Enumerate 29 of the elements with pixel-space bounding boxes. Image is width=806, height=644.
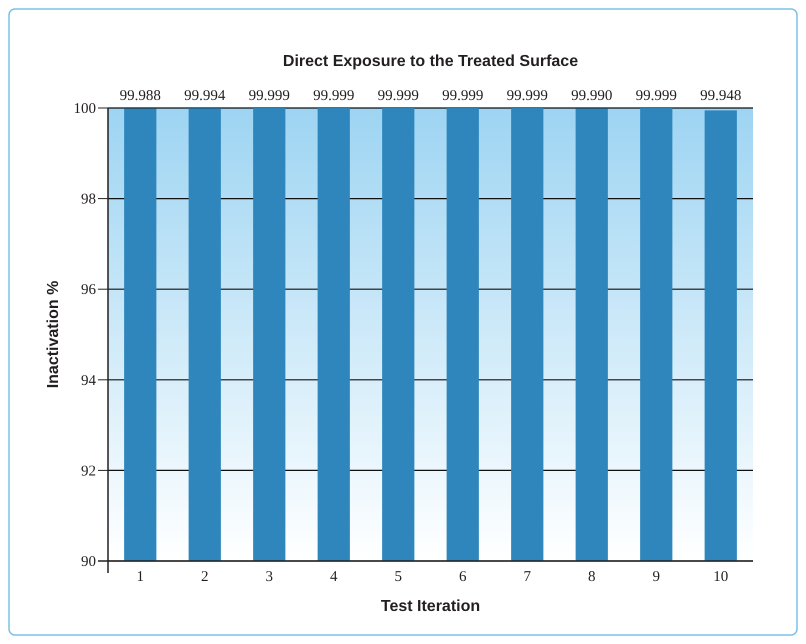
x-axis-title: Test Iteration (380, 598, 480, 615)
x-tick-label: 4 (330, 569, 338, 585)
y-axis-title: Inactivation % (45, 280, 62, 388)
data-label: 99.999 (506, 88, 548, 104)
x-tick-label: 2 (201, 569, 208, 585)
x-tick-label: 8 (588, 569, 596, 585)
y-tick-label: 94 (81, 372, 96, 389)
data-label: 99.999 (636, 88, 677, 104)
x-tick-label: 9 (652, 569, 660, 585)
data-label: 99.999 (313, 88, 354, 104)
x-tick-label: 6 (459, 569, 467, 585)
data-label: 99.988 (120, 88, 161, 104)
x-tick-label: 1 (136, 569, 144, 585)
y-tick-label: 98 (81, 192, 96, 208)
chart-title: Direct Exposure to the Treated Surface (282, 53, 578, 70)
x-tick-label: 3 (266, 569, 273, 585)
y-tick-label: 92 (81, 463, 96, 480)
x-tick-label: 5 (394, 569, 402, 585)
y-tick-label: 90 (81, 554, 96, 570)
data-label: 99.990 (571, 88, 612, 104)
data-label: 99.994 (184, 88, 226, 104)
data-label: 99.999 (442, 88, 484, 104)
y-tick-label: 100 (74, 101, 96, 117)
y-tick-label: 96 (81, 282, 96, 298)
data-label: 99.999 (248, 88, 290, 104)
x-tick-label: 10 (713, 569, 728, 585)
data-label: 99.948 (700, 88, 742, 104)
data-label: 99.999 (378, 88, 419, 104)
x-tick-label: 7 (524, 569, 532, 585)
